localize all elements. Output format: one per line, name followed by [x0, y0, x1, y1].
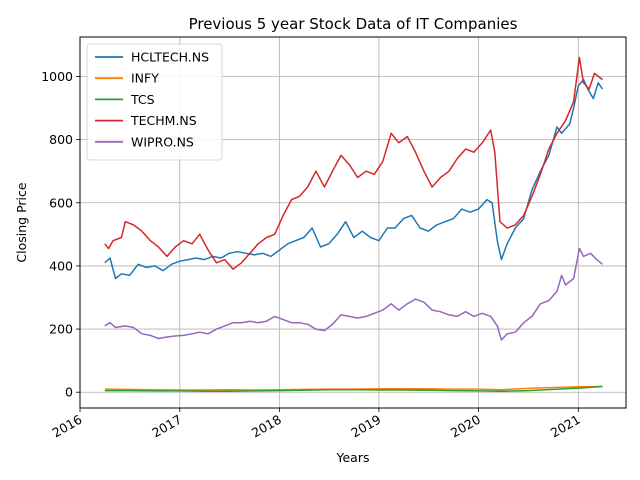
y-tick-label: 0: [65, 385, 73, 400]
y-tick-label: 1000: [41, 69, 73, 84]
y-tick-label: 800: [49, 132, 73, 147]
series-line-tcs: [104, 385, 603, 393]
legend: HCLTECH.NS INFY TCS TECHM.NS WIPRO.NS: [86, 43, 223, 161]
y-tick-label: 400: [49, 258, 73, 273]
y-axis-ticks: 0 200 400 600 800 1000: [41, 69, 80, 400]
x-axis-title: Years: [336, 450, 370, 465]
y-axis-title: Closing Price: [14, 182, 29, 262]
legend-label-wipro-ns: WIPRO.NS: [131, 134, 194, 149]
y-tick-label: 600: [49, 195, 73, 210]
legend-label-techm-ns: TECHM.NS: [130, 113, 197, 128]
legend-label-tcs: TCS: [130, 92, 155, 107]
legend-label-infy: INFY: [131, 71, 159, 86]
legend-box: [86, 43, 223, 161]
y-tick-label: 200: [49, 322, 73, 337]
series-lines: [104, 56, 604, 393]
series-line-techm-ns: [104, 56, 603, 270]
chart-title: Previous 5 year Stock Data of IT Compani…: [189, 15, 518, 33]
plot-area-frame: [79, 36, 627, 409]
series-line-wipro-ns: [104, 247, 603, 341]
series-line-hcltech-ns: [104, 78, 604, 280]
legend-label-hcltech-ns: HCLTECH.NS: [131, 50, 209, 65]
